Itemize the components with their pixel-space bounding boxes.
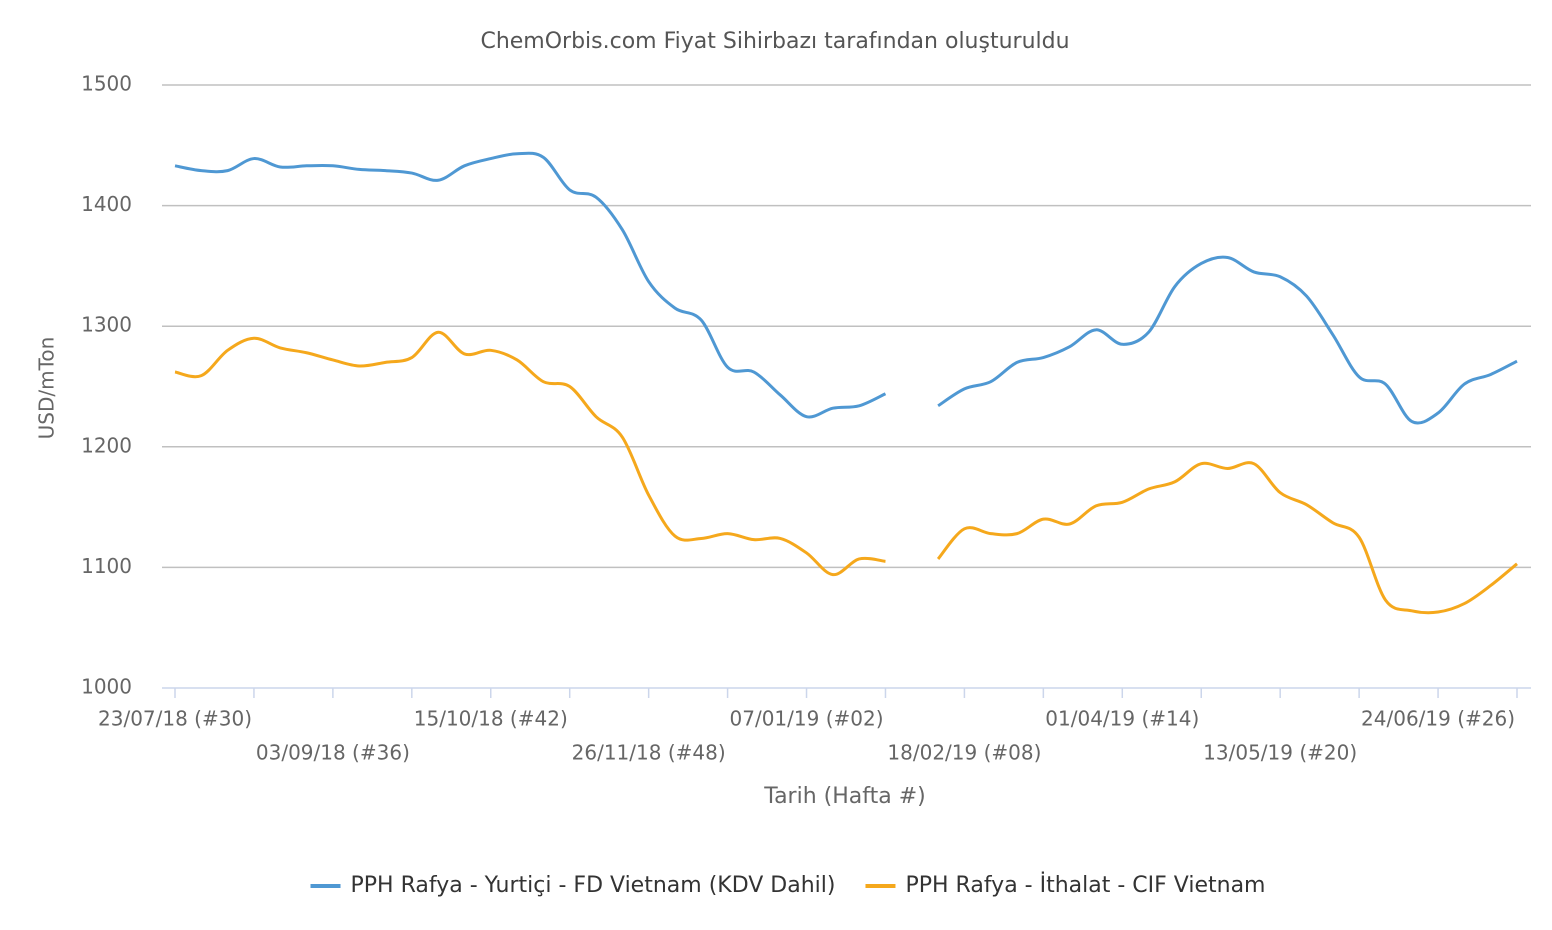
x-tick-label: 07/01/19 (#02) xyxy=(730,707,884,731)
chart-title: ChemOrbis.com Fiyat Sihirbazı tarafından… xyxy=(480,29,1069,54)
y-tick-label: 1400 xyxy=(81,192,132,216)
x-tick-label: 24/06/19 (#26) xyxy=(1361,707,1515,731)
legend-label: PPH Rafya - İthalat - CIF Vietnam xyxy=(905,872,1265,898)
y-tick-label: 1000 xyxy=(81,675,132,699)
legend-label: PPH Rafya - Yurtiçi - FD Vietnam (KDV Da… xyxy=(351,873,836,898)
x-tick-label: 18/02/19 (#08) xyxy=(887,741,1041,765)
x-tick-label: 26/11/18 (#48) xyxy=(572,741,726,765)
x-tick-label: 23/07/18 (#30) xyxy=(98,707,252,731)
x-tick-label: 01/04/19 (#14) xyxy=(1045,707,1199,731)
y-tick-label: 1300 xyxy=(81,313,132,337)
y-axis-label: USD/mTon xyxy=(35,337,59,440)
x-axis-label: Tarih (Hafta #) xyxy=(763,784,925,809)
y-tick-label: 1200 xyxy=(81,433,132,457)
line-series xyxy=(174,330,1518,615)
y-tick-label: 1100 xyxy=(81,554,132,578)
x-tick-label: 13/05/19 (#20) xyxy=(1203,741,1357,765)
line-series xyxy=(174,151,1518,425)
x-tick-label: 15/10/18 (#42) xyxy=(414,707,568,731)
x-tick-label: 03/09/18 (#36) xyxy=(256,741,410,765)
y-tick-label: 1500 xyxy=(81,72,132,96)
